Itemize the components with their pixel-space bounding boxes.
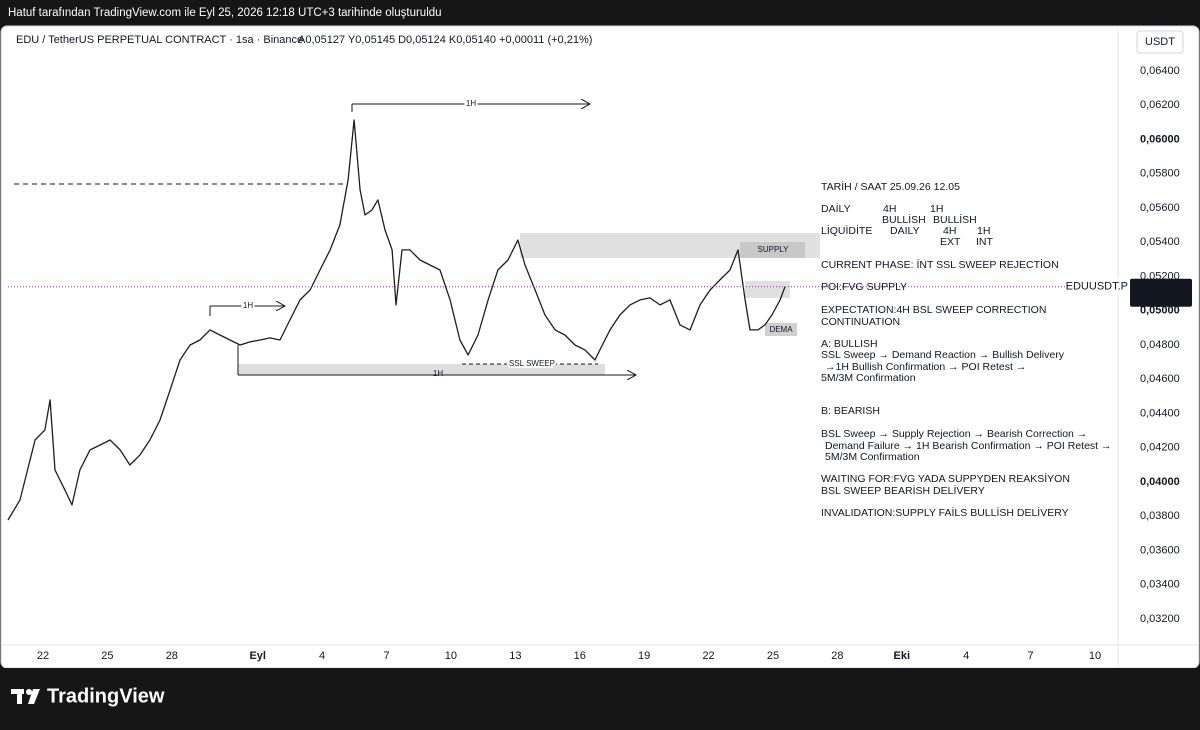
bottom-bar	[0, 668, 1200, 725]
note-line: 4H	[943, 225, 956, 237]
top-bar	[0, 0, 1200, 26]
x-tick-label: 22	[702, 650, 714, 662]
note-line: 5M/3M Confirmation	[825, 451, 920, 463]
note-line: A: BULLISH	[821, 338, 878, 350]
note-line: 1H	[930, 203, 943, 215]
y-tick-label: 0,04600	[1140, 373, 1180, 385]
note-line: EXT	[940, 236, 961, 248]
note-line: INT	[976, 236, 994, 248]
x-tick-label: 28	[831, 650, 843, 662]
note-line: 4H	[883, 203, 896, 215]
note-line: 1H	[977, 225, 990, 237]
x-tick-label: 4	[963, 650, 969, 662]
last-price-box	[1130, 278, 1192, 307]
note-line: Demand Failure → 1H Bearish Confirmation…	[825, 440, 1112, 452]
drawing-label: 1H	[466, 99, 476, 108]
note-line: 5M/3M Confirmation	[821, 372, 916, 384]
y-tick-label: 0,06400	[1140, 65, 1180, 77]
chart-panel	[0, 25, 1200, 669]
drawing-label: SUPPLY	[758, 245, 790, 254]
currency-button[interactable]	[1136, 30, 1184, 54]
logo-part	[17, 689, 22, 704]
logo	[11, 689, 40, 704]
brand: TradingView	[47, 685, 165, 707]
note-line: BSL Sweep → Supply Rejection → Bearish C…	[821, 428, 1087, 440]
note-line: SSL Sweep → Demand Reaction → Bullish De…	[821, 349, 1065, 361]
logo-part	[28, 689, 40, 704]
x-tick-label: 7	[383, 650, 389, 662]
note-line: WAITING FOR:FVG YADA SUPPYDEN REAKSİYON	[821, 472, 1070, 485]
y-tick-label: 0,05400	[1140, 236, 1180, 248]
supply-box	[740, 242, 805, 258]
y-tick-label: 0,05000	[1140, 305, 1180, 317]
dema-box	[765, 323, 797, 336]
y-tick-label: 0,04400	[1140, 407, 1180, 419]
currency[interactable]: USDT	[1145, 36, 1175, 48]
y-tick-label: 0,04800	[1140, 339, 1180, 351]
x-tick-label: Eyl	[249, 650, 266, 662]
y-tick-label: 0,03200	[1140, 613, 1180, 625]
drawing-label: SSL SWEEP	[509, 359, 555, 368]
note-line: DAİLY	[821, 202, 851, 215]
y-tick-label: 0,03600	[1140, 544, 1180, 556]
y-tick-label: 0,06000	[1140, 133, 1180, 145]
y-tick-label: 0,06200	[1140, 99, 1180, 111]
note-line: B: BEARISH	[821, 405, 880, 417]
x-tick-label: 22	[37, 650, 49, 662]
last-price-label: 0,05140	[1140, 281, 1180, 293]
x-tick-label: 16	[574, 650, 586, 662]
x-tick-label: 25	[101, 650, 113, 662]
ticker-label: EDUUSDT.P	[1066, 281, 1128, 293]
note-line: LİQUİDİTE	[821, 224, 872, 237]
drawing-label: 1H	[433, 369, 443, 378]
note-line: POI:FVG SUPPLY	[821, 281, 907, 293]
note-line: BSL SWEEP BEARİSH DELİVERY	[821, 484, 985, 497]
note-line: CONTINUATION	[821, 316, 900, 328]
ohlc: A0,05127 Y0,05145 D0,05124 K0,05140 +0,0…	[298, 34, 592, 46]
y-tick-label: 0,04000	[1140, 476, 1180, 488]
x-tick-label: 19	[638, 650, 650, 662]
countdown: 41:18	[1140, 293, 1168, 305]
zone	[238, 364, 605, 375]
y-tick-label: 0,04200	[1140, 442, 1180, 454]
y-tick-label: 0,05800	[1140, 168, 1180, 180]
fvg-zone	[745, 281, 790, 298]
x-tick-label: 10	[1089, 650, 1101, 662]
note-line: BULLİSH	[933, 213, 977, 226]
note-line: TARİH / SAAT 25.09.26 12.05	[821, 180, 960, 193]
y-tick-label: 0,03800	[1140, 510, 1180, 522]
x-tick-label: 28	[166, 650, 178, 662]
logo-part	[26, 689, 32, 695]
x-tick-label: 25	[767, 650, 779, 662]
caption: Hatuf tarafından TradingView.com ile Eyl…	[8, 7, 442, 19]
note-line: CURRENT PHASE: İNT SSL SWEEP REJECTİON	[821, 258, 1059, 271]
note-line: BULLİSH	[882, 213, 926, 226]
x-tick-label: 13	[509, 650, 521, 662]
y-tick-label: 0,05600	[1140, 202, 1180, 214]
x-tick-label: Eki	[894, 650, 911, 662]
ticker-box	[1068, 278, 1130, 295]
symbol: EDU / TetherUS PERPETUAL CONTRACT · 1sa …	[16, 34, 303, 46]
note-line: INVALIDATION:SUPPLY FAİLS BULLİSH DELİVE…	[821, 506, 1069, 519]
x-tick-label: 4	[319, 650, 325, 662]
drawing-label: 1H	[243, 301, 253, 310]
y-tick-label: 0,03400	[1140, 579, 1180, 591]
note-line: DAILY	[890, 225, 920, 237]
drawing-label: DEMA	[769, 325, 793, 334]
price-line	[7, 119, 786, 521]
x-tick-label: 10	[445, 650, 457, 662]
note-line: →1H Bullish Confirmation → POI Retest →	[825, 361, 1026, 373]
note-line: EXPECTATION:4H BSL SWEEP CORRECTION	[821, 304, 1046, 316]
x-tick-label: 7	[1028, 650, 1034, 662]
